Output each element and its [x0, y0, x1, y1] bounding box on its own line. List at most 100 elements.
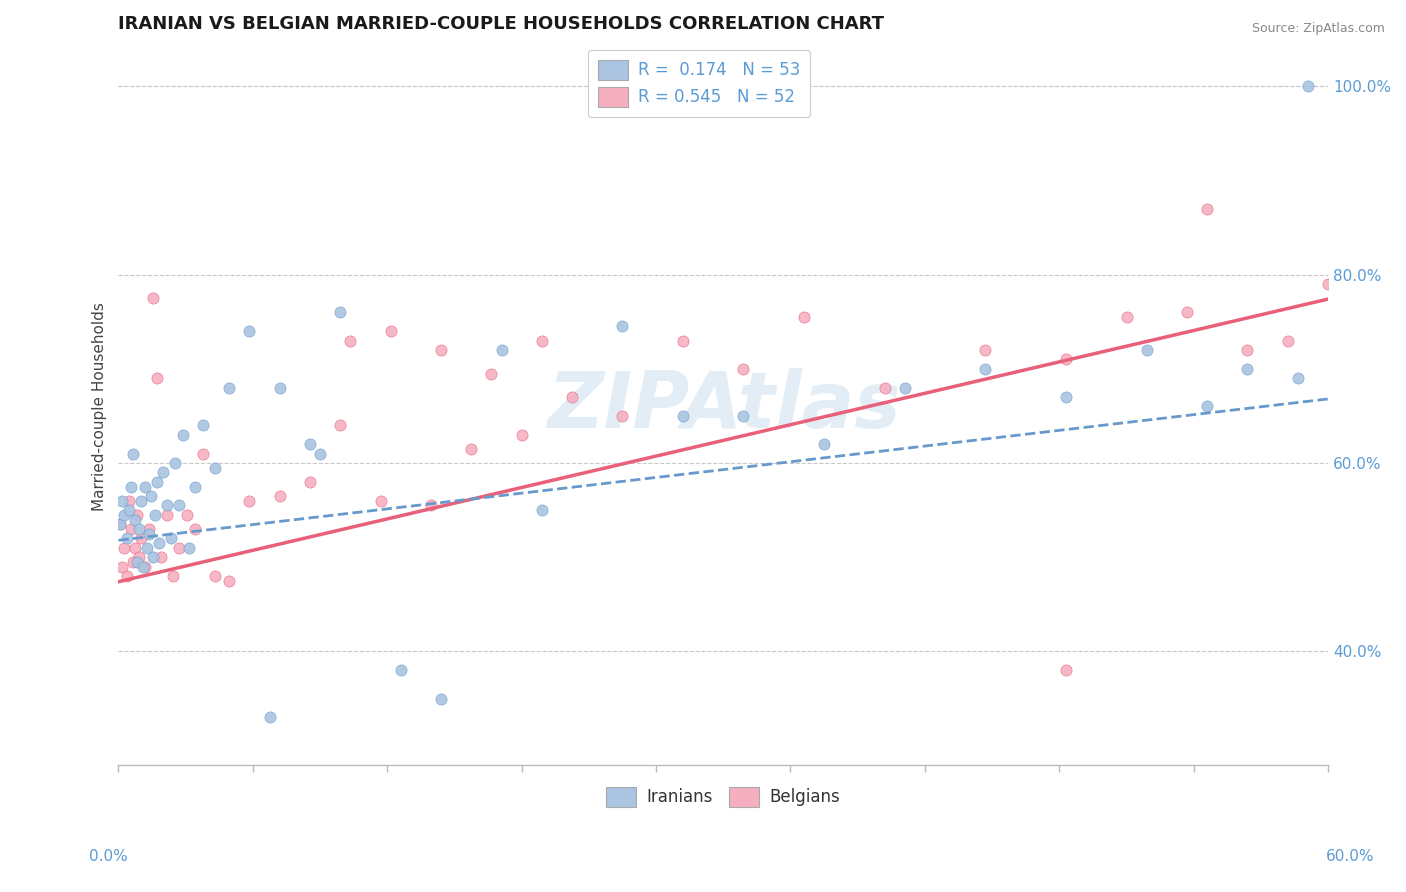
Point — [114, 541, 136, 555]
Point — [156, 499, 179, 513]
Point — [124, 512, 146, 526]
Point — [430, 343, 453, 357]
Point — [145, 371, 167, 385]
Point — [1197, 202, 1219, 216]
Point — [125, 555, 148, 569]
Point — [813, 437, 835, 451]
Point — [115, 569, 138, 583]
Point — [974, 343, 997, 357]
Point — [110, 517, 132, 532]
Point — [309, 447, 332, 461]
Point — [111, 559, 134, 574]
Point — [176, 508, 198, 522]
Point — [149, 550, 172, 565]
Point — [672, 409, 695, 423]
Point — [148, 536, 170, 550]
Point — [172, 427, 194, 442]
Point — [672, 334, 695, 348]
Point — [491, 343, 513, 357]
Point — [117, 503, 139, 517]
Point — [1115, 310, 1137, 324]
Point — [1317, 277, 1340, 291]
Point — [430, 691, 453, 706]
Point — [145, 475, 167, 489]
Point — [329, 305, 352, 319]
Point — [733, 361, 755, 376]
Point — [152, 466, 174, 480]
Point — [612, 409, 634, 423]
Point — [134, 479, 156, 493]
Point — [110, 517, 132, 532]
Point — [120, 522, 142, 536]
Text: 0.0%: 0.0% — [89, 849, 128, 864]
Point — [530, 334, 553, 348]
Point — [143, 508, 166, 522]
Point — [125, 508, 148, 522]
Point — [612, 319, 634, 334]
Point — [177, 541, 200, 555]
Point — [298, 475, 321, 489]
Point — [184, 522, 207, 536]
Point — [1175, 305, 1198, 319]
Point — [117, 493, 139, 508]
Point — [120, 479, 142, 493]
Point — [138, 522, 160, 536]
Point — [115, 532, 138, 546]
Point — [1197, 400, 1219, 414]
Point — [420, 499, 443, 513]
Point — [167, 541, 190, 555]
Point — [1296, 79, 1319, 94]
Text: IRANIAN VS BELGIAN MARRIED-COUPLE HOUSEHOLDS CORRELATION CHART: IRANIAN VS BELGIAN MARRIED-COUPLE HOUSEH… — [118, 15, 884, 33]
Point — [139, 489, 162, 503]
Point — [128, 522, 150, 536]
Point — [389, 663, 412, 677]
Point — [238, 324, 260, 338]
Point — [124, 541, 146, 555]
Point — [138, 526, 160, 541]
Point — [184, 479, 207, 493]
Point — [893, 381, 915, 395]
Point — [114, 508, 136, 522]
Point — [163, 456, 186, 470]
Legend: Iranians, Belgians: Iranians, Belgians — [596, 777, 851, 817]
Point — [121, 555, 143, 569]
Point — [1054, 390, 1077, 404]
Text: 60.0%: 60.0% — [1326, 849, 1374, 864]
Point — [329, 418, 352, 433]
Point — [162, 569, 184, 583]
Point — [1054, 663, 1077, 677]
Point — [204, 569, 226, 583]
Point — [460, 442, 482, 456]
Text: Source: ZipAtlas.com: Source: ZipAtlas.com — [1251, 22, 1385, 36]
Point — [380, 324, 402, 338]
Point — [167, 499, 190, 513]
Point — [218, 574, 240, 588]
Point — [370, 493, 392, 508]
Point — [298, 437, 321, 451]
Point — [135, 541, 157, 555]
Point — [1236, 343, 1258, 357]
Point — [561, 390, 583, 404]
Point — [793, 310, 815, 324]
Point — [111, 493, 134, 508]
Point — [128, 550, 150, 565]
Point — [131, 559, 153, 574]
Point — [339, 334, 361, 348]
Y-axis label: Married-couple Households: Married-couple Households — [93, 302, 107, 511]
Point — [481, 367, 503, 381]
Point — [530, 503, 553, 517]
Point — [204, 460, 226, 475]
Point — [218, 381, 240, 395]
Point — [269, 381, 291, 395]
Point — [121, 447, 143, 461]
Point — [134, 559, 156, 574]
Point — [510, 427, 533, 442]
Point — [269, 489, 291, 503]
Point — [142, 550, 165, 565]
Point — [1136, 343, 1159, 357]
Point — [873, 381, 896, 395]
Point — [1277, 334, 1299, 348]
Point — [191, 418, 214, 433]
Point — [160, 532, 183, 546]
Point — [156, 508, 179, 522]
